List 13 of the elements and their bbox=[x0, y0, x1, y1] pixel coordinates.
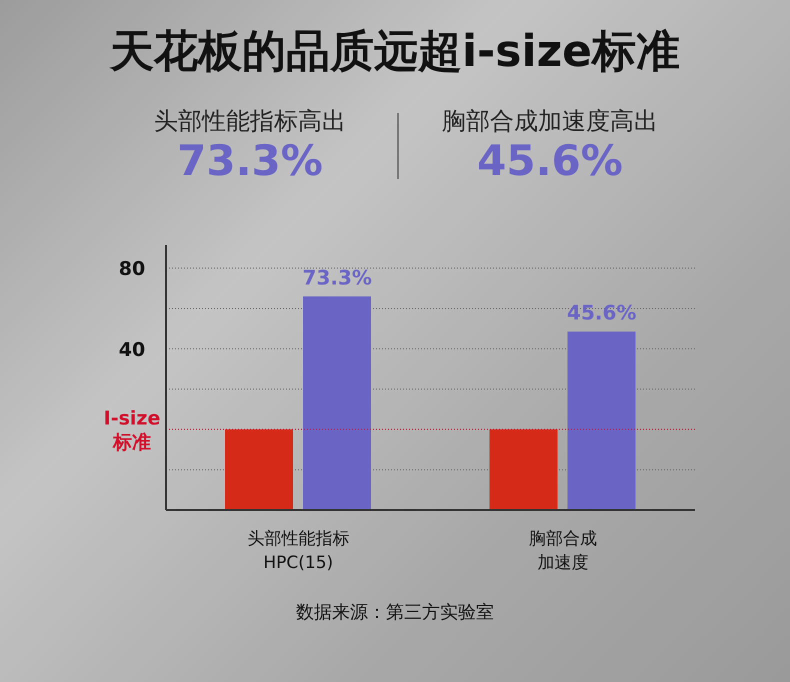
y-tick-label: I-size 标准 bbox=[104, 407, 160, 454]
source-note: 数据来源：第三方实验室 bbox=[295, 601, 495, 624]
text: 胸部合成加速度高出 bbox=[441, 106, 659, 137]
text: 45.6% bbox=[476, 136, 624, 185]
annotation: 73.3% bbox=[302, 265, 372, 290]
x-tick-label: 胸部合成加速度 bbox=[528, 529, 597, 573]
x-tick-label: 头部性能指标HPC(15) bbox=[247, 529, 350, 573]
text: 73.3% bbox=[176, 136, 324, 185]
annotation: 45.6% bbox=[567, 300, 636, 325]
chart-title: 天花板的品质远超i-size标准 bbox=[108, 25, 682, 79]
y-tick-label: 40 bbox=[118, 338, 146, 361]
y-tick-label: 80 bbox=[118, 258, 146, 280]
text: 头部性能指标高出 bbox=[153, 106, 347, 137]
